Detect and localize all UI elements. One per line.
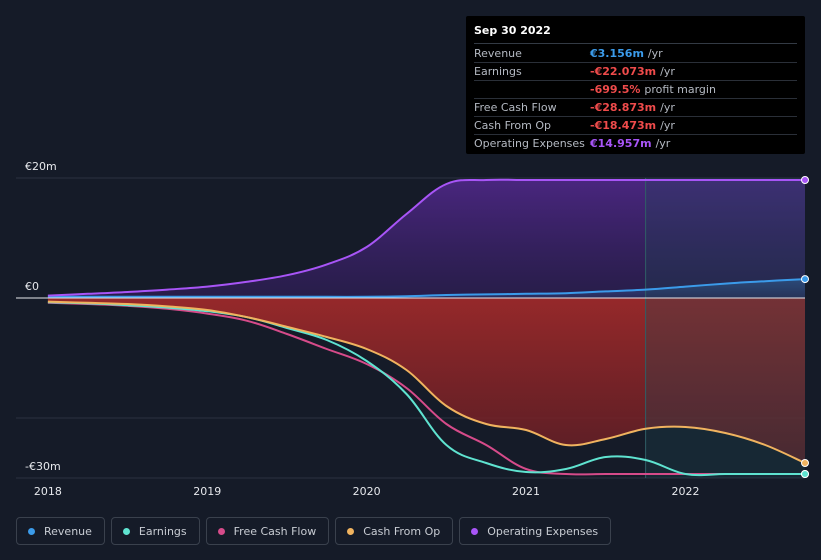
tooltip-row-unit: profit margin [644,83,716,96]
end-point-earnings[interactable] [801,470,809,478]
tooltip-row-label: Operating Expenses [474,137,585,150]
end-point-operating-expenses[interactable] [801,176,809,184]
end-point-revenue[interactable] [801,275,809,284]
forecast-region [645,178,805,478]
area-cash-from-op [47,298,805,463]
legend-dot-icon [471,527,479,535]
tooltip-row-label: Cash From Op [474,119,552,132]
legend-item-free-cash-flow[interactable]: Free Cash Flow [205,517,330,545]
x-tick-label: 2021 [512,485,540,498]
tooltip-row-label: Earnings [474,65,522,78]
tooltip-row-value: -699.5% [590,83,641,96]
x-tick-label: 2019 [193,485,221,498]
legend-dot-icon [217,527,225,535]
tooltip-row-label: Revenue [474,47,522,60]
legend-label: Cash From Op [363,524,441,538]
tooltip-row-value: -€28.873m [590,101,657,114]
tooltip-row-unit: /yr [660,101,675,114]
tooltip-row: Revenue €3.156m/yr [474,45,797,63]
tooltip-row-label: Free Cash Flow [474,101,557,114]
legend-item-operating-expenses[interactable]: Operating Expenses [459,517,612,545]
legend-item-revenue[interactable]: Revenue [16,517,105,545]
tooltip-row-value: -€18.473m [590,119,657,132]
tooltip-row-value: €3.156m [590,47,644,60]
tooltip-row-unit: /yr [647,47,663,60]
tooltip-row: Cash From Op -€18.473m/yr [474,117,797,135]
legend-dot-icon [347,527,355,535]
y-tick-label: -€30m [25,460,61,473]
end-point-cash-from-op[interactable] [801,459,809,467]
legend-dot-icon [28,527,35,535]
legend-label: Earnings [138,524,187,538]
line-cash-from-op [47,300,806,464]
y-tick-label: €20m [25,160,57,173]
tooltip-row: Operating Expenses €14.957m/yr [474,135,797,152]
y-tick-label: €0 [25,280,39,293]
legend-label: Free Cash Flow [233,524,317,538]
tooltip-row: -699.5% profit margin [474,81,797,99]
tooltip-row-value: -€22.073m [590,65,657,78]
legend-label: Operating Expenses [487,524,599,538]
tooltip-row-unit: /yr [660,119,675,132]
tooltip-row-unit: /yr [660,65,675,78]
line-earnings [47,301,805,477]
area-operating-expenses [47,179,805,298]
tooltip-date: Sep 30 2022 [474,24,797,44]
legend-label: Revenue [44,524,92,538]
data-tooltip: Sep 30 2022 Revenue €3.156m/yr Earnings -€2… [466,16,805,154]
x-tick-label: 2022 [671,485,699,498]
legend-item-earnings[interactable]: Earnings [110,517,200,545]
x-tick-label: 2018 [34,485,62,498]
tooltip-row-label [474,81,590,98]
tooltip-row-unit: /yr [655,137,671,150]
legend-dot-icon [122,527,130,535]
tooltip-row: Earnings -€22.073m/yr [474,63,797,81]
legend-item-cash-from-op[interactable]: Cash From Op [335,517,454,545]
tooltip-row-value: €14.957m [590,137,652,150]
line-revenue [47,278,806,298]
chart-legend: Revenue Earnings Free Cash Flow Cash From O… [16,517,612,545]
area-revenue [47,279,805,298]
x-tick-label: 2020 [353,485,381,498]
line-operating-expenses [47,178,805,297]
tooltip-row: Free Cash Flow -€28.873m/yr [474,99,797,117]
